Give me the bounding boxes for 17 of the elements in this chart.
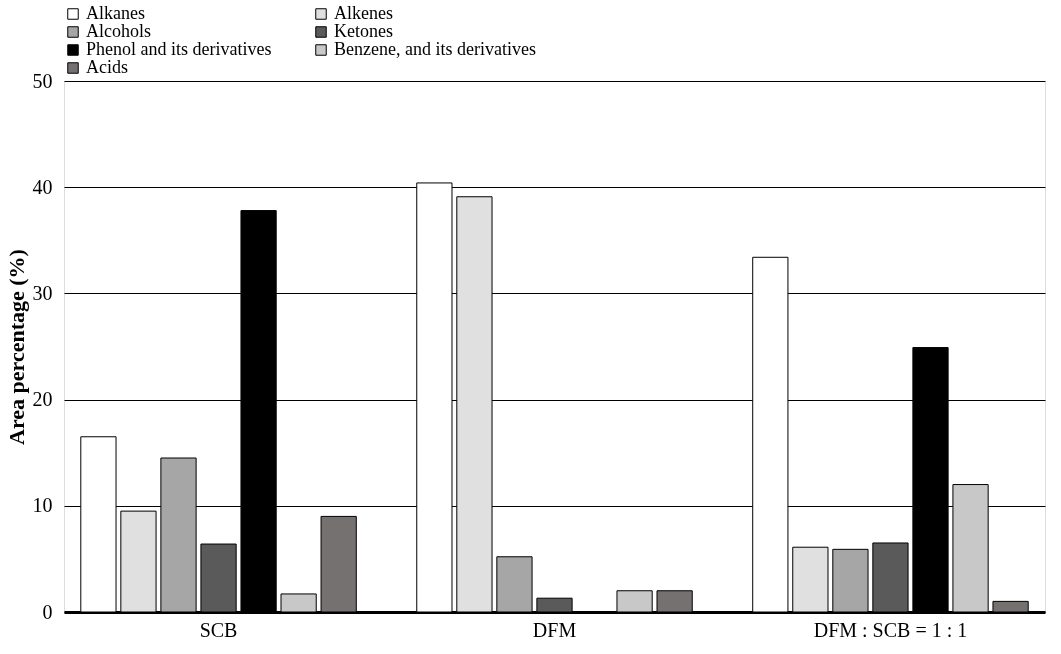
y-tick-label: 20 bbox=[32, 388, 53, 411]
legend-label: Phenol and its derivatives bbox=[86, 39, 272, 59]
y-tick-label: 50 bbox=[32, 69, 53, 92]
legend-label: Alkenes bbox=[334, 3, 393, 23]
y-tick-label: 10 bbox=[32, 494, 53, 517]
y-axis-title: Area percentage (%) bbox=[3, 249, 29, 445]
legend-label: Ketones bbox=[334, 21, 393, 41]
legend-label: Alcohols bbox=[86, 21, 151, 41]
legend-label: Alkanes bbox=[86, 3, 145, 23]
y-tick-label: 30 bbox=[32, 281, 53, 304]
legend-label: Benzene, and its derivatives bbox=[334, 39, 536, 59]
x-tick-label: DFM : SCB = 1 : 1 bbox=[813, 618, 968, 641]
legend-label: Acids bbox=[86, 57, 128, 77]
y-tick-label: 0 bbox=[42, 600, 53, 623]
x-tick-label: DFM bbox=[532, 618, 577, 641]
y-tick-label: 40 bbox=[32, 175, 53, 198]
x-tick-label: SCB bbox=[199, 618, 238, 641]
